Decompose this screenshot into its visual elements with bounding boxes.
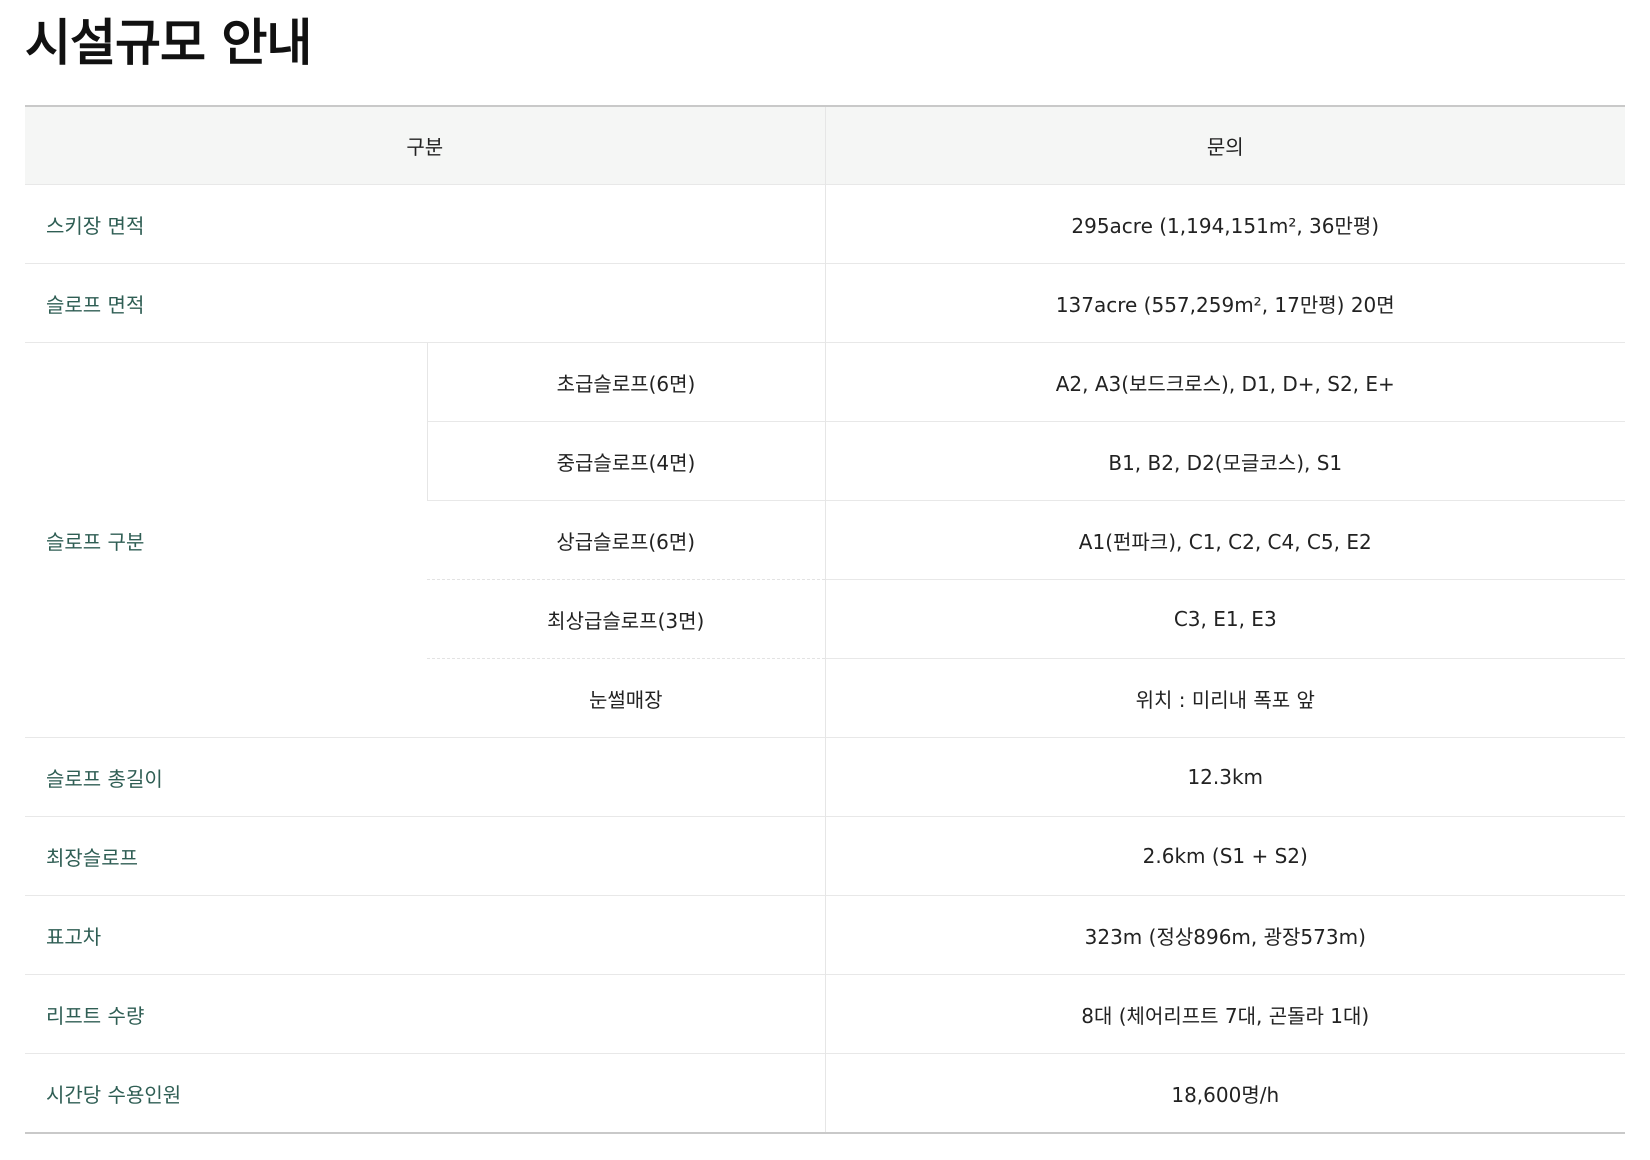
header-inquiry: 문의 bbox=[825, 106, 1625, 185]
table-row: 눈썰매장 위치 : 미리내 폭포 앞 bbox=[25, 658, 1625, 738]
table-row: 상급슬로프(6면) A1(펀파크), C1, C2, C4, C5, E2 bbox=[25, 500, 1625, 580]
header-category: 구분 bbox=[25, 106, 826, 185]
row-label: 시간당 수용인원 bbox=[25, 1053, 825, 1133]
row-value: A1(펀파크), C1, C2, C4, C5, E2 bbox=[824, 500, 1625, 580]
table-row: 최장슬로프 2.6km (S1 + S2) bbox=[25, 816, 1625, 896]
table-row: 중급슬로프(4면) B1, B2, D2(모글코스), S1 bbox=[25, 421, 1625, 501]
row-value: 8대 (체어리프트 7대, 곤돌라 1대) bbox=[824, 974, 1625, 1054]
row-value: 위치 : 미리내 폭포 앞 bbox=[824, 658, 1625, 738]
table-header-row: 구분 문의 bbox=[25, 106, 1625, 185]
row-value: 137acre (557,259m², 17만평) 20면 bbox=[824, 263, 1625, 343]
slope-sub-label: 눈썰매장 bbox=[427, 658, 825, 738]
table-row: 슬로프 구분 초급슬로프(6면) A2, A3(보드크로스), D1, D+, … bbox=[25, 342, 1625, 738]
row-label: 스키장 면적 bbox=[25, 184, 825, 264]
table-row: 시간당 수용인원 18,600명/h bbox=[25, 1053, 1625, 1133]
row-value: A2, A3(보드크로스), D1, D+, S2, E+ bbox=[824, 342, 1625, 422]
table-row: 슬로프 총길이 12.3km bbox=[25, 737, 1625, 817]
row-label: 최장슬로프 bbox=[25, 816, 825, 896]
row-label: 슬로프 면적 bbox=[25, 263, 825, 343]
table-row: 최상급슬로프(3면) C3, E1, E3 bbox=[25, 579, 1625, 659]
row-value: 2.6km (S1 + S2) bbox=[824, 816, 1625, 896]
row-value: 323m (정상896m, 광장573m) bbox=[824, 895, 1625, 975]
row-value: 295acre (1,194,151m², 36만평) bbox=[824, 184, 1625, 264]
slope-group-label: 슬로프 구분 bbox=[25, 342, 427, 738]
table-row: 리프트 수량 8대 (체어리프트 7대, 곤돌라 1대) bbox=[25, 974, 1625, 1054]
slope-sub-label: 초급슬로프(6면) bbox=[426, 342, 825, 422]
row-value: 18,600명/h bbox=[824, 1053, 1625, 1133]
row-label: 슬로프 총길이 bbox=[25, 737, 825, 817]
row-value: B1, B2, D2(모글코스), S1 bbox=[824, 421, 1625, 501]
slope-sub-label: 최상급슬로프(3면) bbox=[427, 579, 825, 659]
table-row: 스키장 면적 295acre (1,194,151m², 36만평) bbox=[25, 184, 1625, 264]
row-value: C3, E1, E3 bbox=[824, 579, 1625, 659]
row-label: 표고차 bbox=[25, 895, 825, 975]
table-row: 슬로프 면적 137acre (557,259m², 17만평) 20면 bbox=[25, 263, 1625, 343]
facility-table: 구분 문의 스키장 면적 295acre (1,194,151m², 36만평)… bbox=[25, 105, 1625, 1134]
row-label: 리프트 수량 bbox=[25, 974, 825, 1054]
table-row: 표고차 323m (정상896m, 광장573m) bbox=[25, 895, 1625, 975]
row-value: 12.3km bbox=[824, 737, 1625, 817]
page-title: 시설규모 안내 bbox=[25, 14, 312, 72]
slope-sub-label: 중급슬로프(4면) bbox=[426, 421, 825, 501]
slope-sub-label: 상급슬로프(6면) bbox=[427, 500, 825, 580]
